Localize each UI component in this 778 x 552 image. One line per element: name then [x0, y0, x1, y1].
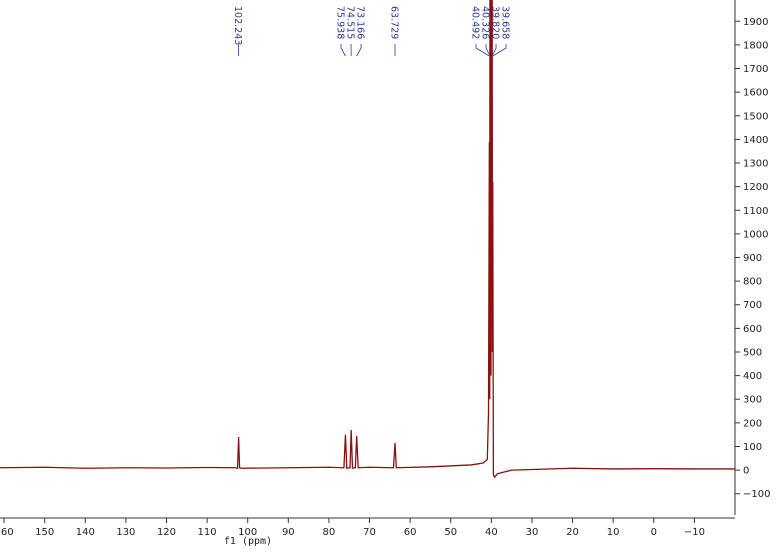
x-axis-label: f1 (ppm) — [224, 536, 272, 547]
x-tick-label: 130 — [116, 527, 135, 538]
x-tick-label: 140 — [76, 527, 95, 538]
spectrum-line — [0, 0, 735, 479]
x-tick-label: 50 — [444, 527, 457, 538]
peak-label: 39.658 — [500, 6, 511, 39]
y-tick-label: 1700 — [743, 64, 768, 75]
y-tick-label: 1800 — [743, 40, 768, 51]
y-tick-label: 400 — [743, 371, 762, 382]
y-tick-label: 1000 — [743, 229, 768, 240]
y-tick-label: 1400 — [743, 135, 768, 146]
x-tick-label: 160 — [0, 527, 14, 538]
y-tick-label: 800 — [743, 277, 762, 288]
x-tick-label: 30 — [526, 527, 539, 538]
y-tick-label: 100 — [743, 442, 762, 453]
y-tick-label: 1300 — [743, 159, 768, 170]
peak-label: 40.492 — [470, 6, 481, 39]
x-tick-label: 60 — [404, 527, 417, 538]
y-tick-label: 1600 — [743, 88, 768, 99]
x-tick-label: 40 — [485, 527, 498, 538]
y-tick-label: 1100 — [743, 206, 768, 217]
peak-label: 63.729 — [388, 6, 399, 39]
peak-label: 40.326 — [480, 6, 491, 39]
x-tick-label: 80 — [323, 527, 336, 538]
x-tick-label: 10 — [607, 527, 620, 538]
y-tick-label: −100 — [743, 489, 770, 500]
peak-label: 102.243 — [232, 6, 243, 45]
plot-area — [0, 0, 735, 479]
y-tick-label: 200 — [743, 418, 762, 429]
y-tick-label: 600 — [743, 324, 762, 335]
peak-label: 73.166 — [355, 6, 366, 39]
y-tick-label: 1500 — [743, 111, 768, 122]
x-tick-label: 20 — [566, 527, 579, 538]
peak-marker — [356, 44, 362, 57]
peak-marker — [340, 44, 346, 57]
peak-label: 39.820 — [490, 6, 501, 39]
peak-marker — [475, 44, 490, 57]
x-tick-label: 120 — [157, 527, 176, 538]
peak-label: 75.938 — [335, 6, 346, 39]
x-tick-label: 90 — [282, 527, 295, 538]
y-tick-label: 1900 — [743, 17, 768, 28]
y-tick-label: 700 — [743, 300, 762, 311]
y-tick-label: 500 — [743, 347, 762, 358]
peak-marker — [485, 44, 491, 57]
y-tick-label: 300 — [743, 395, 762, 406]
x-tick-label: 110 — [198, 527, 217, 538]
x-tick-label: 150 — [35, 527, 54, 538]
y-tick-label: 1200 — [743, 182, 768, 193]
x-tick-label: 70 — [363, 527, 376, 538]
peak-marker — [491, 44, 497, 57]
x-tick-label: 100 — [238, 527, 257, 538]
x-tick-label: 0 — [651, 527, 657, 538]
peak-label: 74.515 — [345, 6, 356, 39]
y-tick-label: 900 — [743, 253, 762, 264]
peak-marker — [492, 44, 507, 57]
x-tick-label: −10 — [684, 527, 705, 538]
y-tick-label: 0 — [743, 466, 749, 477]
